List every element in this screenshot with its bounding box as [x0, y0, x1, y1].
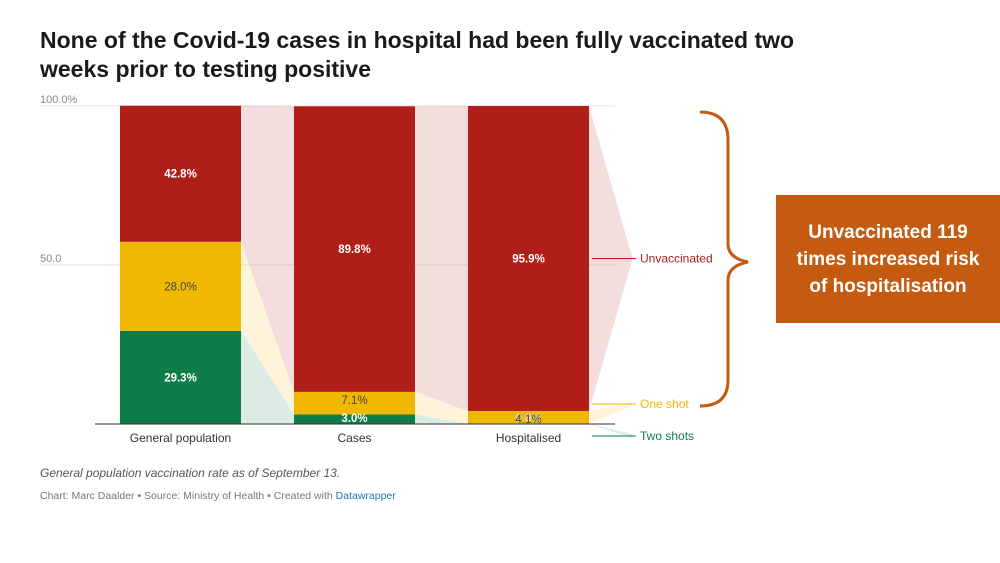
data-label: 28.0%: [164, 281, 197, 293]
axis-layer: 100.0% 50.0 General population Cases Hospita…: [40, 94, 615, 445]
data-labels: 29.3% 28.0% 42.8% 3.0% 7.1% 89.8% 0.0%4.1% 95.9…: [164, 169, 545, 426]
bar-cases-two-shots: [294, 414, 415, 424]
bar-general-population-unvaccinated: [120, 105, 241, 242]
connector-band-unvaccinated: [415, 106, 468, 411]
bar-cases-unvaccinated: [294, 106, 415, 392]
connector-band-one-shot: [241, 241, 294, 415]
y-tick-label: 50.0: [40, 253, 61, 265]
bar-hospitalised-unvaccinated: [468, 106, 589, 411]
connector-band-two-shots: [241, 330, 294, 424]
data-label: 7.1%: [341, 395, 367, 407]
bar-hospitalised-one-shot: [468, 410, 589, 424]
callout-text: Unvaccinated 119 times increased risk of…: [796, 221, 980, 297]
x-tick-label: Hospitalised: [496, 431, 561, 445]
chart-note: General population vaccination rate as o…: [40, 466, 341, 480]
y-tick-label: 100.0%: [40, 94, 78, 106]
bar-general-population-one-shot: [120, 241, 241, 331]
chart-title: None of the Covid-19 cases in hospital h…: [40, 27, 795, 82]
datawrapper-link[interactable]: Datawrapper: [335, 490, 396, 502]
chart-credit: Chart: Marc Daalder • Source: Ministry o…: [40, 490, 396, 502]
connector-band-one-shot: [415, 391, 468, 424]
data-label: 3.0%: [341, 413, 367, 425]
data-label: 4.1%: [515, 414, 541, 426]
connector-band-one-shot: [589, 402, 632, 424]
data-label: 89.8%: [338, 244, 371, 256]
connector-band-two-shots: [589, 424, 632, 438]
callout-box: Unvaccinated 119 times increased risk of…: [776, 195, 1000, 323]
data-label: 0.0%: [515, 413, 541, 425]
connector-band-unvaccinated: [241, 105, 294, 392]
x-tick-label: General population: [130, 431, 231, 445]
data-label: 29.3%: [164, 372, 197, 384]
data-label: 95.9%: [512, 253, 545, 265]
connector-band-two-shots: [415, 414, 468, 424]
credit-text: Chart: Marc Daalder • Source: Ministry o…: [40, 490, 336, 502]
bar-cases-one-shot: [294, 391, 415, 415]
bar-general-population-two-shots: [120, 330, 241, 424]
series-label-unvaccinated: Unvaccinated: [640, 251, 713, 265]
x-tick-label: Cases: [337, 431, 371, 445]
series-labels: Two shots One shot Unvaccinated: [592, 251, 713, 443]
data-label: 42.8%: [164, 169, 197, 181]
bars: [120, 105, 589, 424]
callout-brace: [699, 110, 749, 408]
series-label-one-shot: One shot: [640, 397, 689, 411]
series-label-two-shots: Two shots: [640, 429, 694, 443]
